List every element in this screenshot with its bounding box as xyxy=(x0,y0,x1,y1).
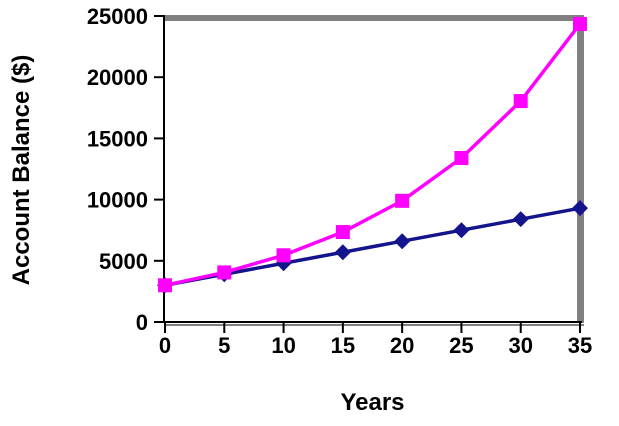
data-marker-square xyxy=(217,265,232,280)
x-tick-label: 35 xyxy=(568,333,592,358)
y-tick-label: 5000 xyxy=(99,249,148,274)
data-marker-diamond xyxy=(334,244,351,261)
plot-border-right xyxy=(577,15,584,323)
data-marker-square xyxy=(513,94,528,109)
data-marker-square xyxy=(335,225,350,240)
data-marker-diamond xyxy=(572,200,588,217)
x-axis-title: Years xyxy=(340,389,405,416)
y-tick-label: 0 xyxy=(136,310,148,335)
x-tick-label: 10 xyxy=(271,333,295,358)
data-marker-diamond xyxy=(453,222,470,239)
y-tick-label: 20000 xyxy=(87,65,148,90)
y-axis-title: Account Balance ($) xyxy=(8,54,35,286)
x-tick-label: 25 xyxy=(449,333,473,358)
y-tick-label: 25000 xyxy=(87,4,148,29)
data-marker-square xyxy=(158,278,172,293)
data-marker-square xyxy=(395,193,410,208)
data-marker-diamond xyxy=(275,255,292,272)
data-marker-square xyxy=(573,16,587,31)
series-line-square xyxy=(163,22,582,288)
x-tick-label: 0 xyxy=(159,333,171,358)
x-tick-label: 5 xyxy=(218,333,230,358)
data-marker-square xyxy=(276,248,291,263)
data-marker-diamond xyxy=(394,233,411,250)
series-line-diamond xyxy=(163,206,582,288)
y-tick-label: 10000 xyxy=(87,188,148,213)
plot-border-top xyxy=(165,15,584,21)
x-tick-label: 20 xyxy=(390,333,414,358)
x-tick-label: 30 xyxy=(508,333,532,358)
data-marker-diamond xyxy=(512,211,529,228)
data-marker-square xyxy=(454,150,469,165)
x-tick-label: 15 xyxy=(331,333,355,358)
y-tick-label: 15000 xyxy=(87,126,148,151)
plot-border-bottom-shadow xyxy=(165,324,584,326)
